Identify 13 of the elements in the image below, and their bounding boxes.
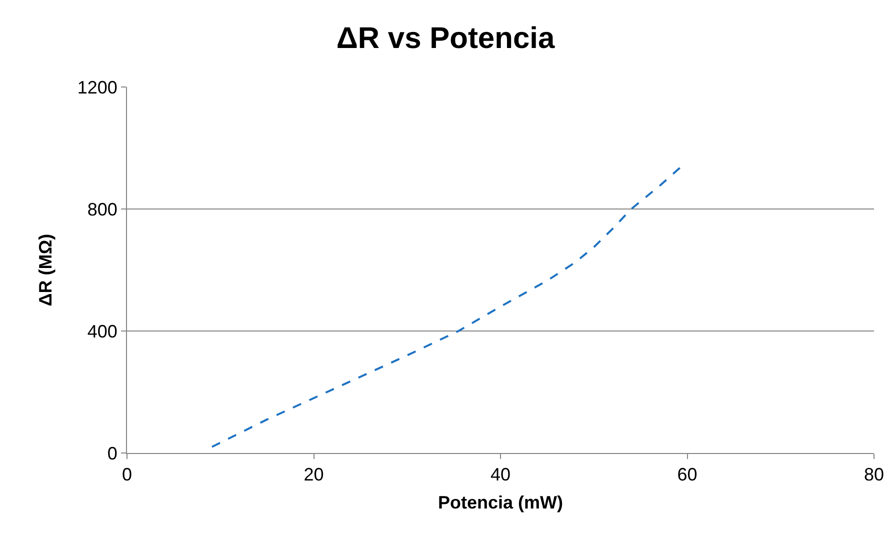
y-axis-title: ΔR (MΩ) [36, 234, 56, 306]
y-tick-label: 400 [87, 321, 118, 342]
chart-title: ΔR vs Potencia [336, 22, 555, 56]
x-axis-title: Potencia (mW) [438, 492, 564, 513]
x-tick-label: 0 [122, 464, 132, 485]
x-tick-label: 60 [677, 464, 698, 485]
y-tick-label: 1200 [77, 77, 118, 98]
x-tick-label: 40 [490, 464, 511, 485]
x-tick-label: 20 [304, 464, 324, 485]
y-tick-label: 0 [107, 443, 118, 464]
x-tick-label: 80 [864, 464, 884, 485]
line-series [210, 165, 683, 448]
y-tick-label: 800 [87, 199, 118, 220]
